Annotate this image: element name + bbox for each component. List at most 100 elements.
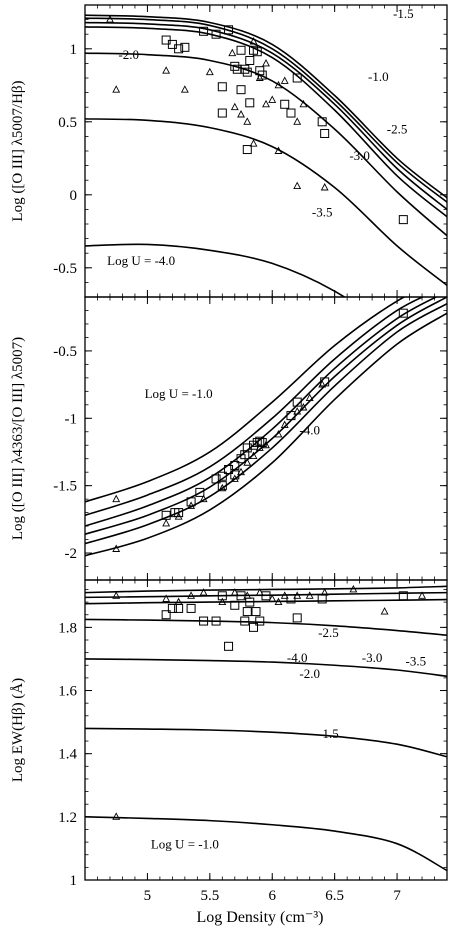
data-point-square (224, 641, 234, 651)
data-point-triangle (255, 443, 264, 451)
data-point-triangle (274, 146, 283, 154)
series-line (85, 243, 346, 297)
data-point-triangle (243, 591, 252, 599)
data-point-triangle (305, 393, 314, 402)
series-line (85, 26, 447, 218)
data-point-square (211, 474, 221, 484)
y-tick-label: 1 (70, 873, 78, 889)
data-point-triangle (112, 85, 121, 93)
data-point-square (174, 44, 184, 54)
data-point-triangle (268, 95, 277, 103)
series-line (85, 816, 447, 872)
data-point-square (280, 99, 290, 109)
series-line (85, 297, 425, 517)
data-point-square (292, 397, 302, 407)
data-point-square (242, 67, 252, 77)
data-point-triangle (280, 420, 289, 428)
data-point-square (217, 82, 227, 92)
data-point-triangle (249, 451, 258, 459)
data-point-square (230, 460, 240, 470)
data-point-triangle (274, 80, 283, 89)
data-point-square (240, 64, 250, 74)
y-axis-label: Log ([O III] λ5007/Hβ) (10, 80, 26, 221)
data-point-triangle (199, 588, 208, 596)
series-line (85, 297, 447, 535)
x-tick-label: 7 (393, 888, 401, 904)
data-point-triangle (228, 48, 237, 57)
y-axis-label: Log ([O III] λ4363/[O III] λ5007) (10, 337, 26, 540)
data-point-square (245, 98, 255, 108)
data-point-triangle (268, 594, 277, 602)
data-point-square (217, 591, 227, 601)
series-line (85, 658, 447, 678)
data-point-square (167, 603, 177, 613)
y-tick-label: 1 (70, 42, 78, 58)
y-tick-label: -0.5 (53, 344, 77, 360)
curve-annotation: -3.5 (405, 653, 426, 668)
panel-bottom: 5 5.5 6 6.5 7 1 1.2 1.4 1.6 1.8 Log EW(Hβ) (Å) -2.5… (10, 579, 448, 904)
data-point-square (174, 603, 184, 613)
series-line (85, 303, 447, 545)
y-tick-label: -0.5 (53, 261, 77, 277)
data-point-square (251, 607, 261, 617)
data-point-triangle (230, 102, 239, 111)
data-point-square (252, 438, 262, 448)
curve-annotation: Log U = -1.0 (151, 836, 219, 851)
data-point-triangle (320, 183, 329, 191)
data-point-square (199, 26, 209, 36)
data-point-triangle (280, 591, 289, 599)
data-point-triangle (274, 597, 283, 606)
data-point-square (292, 73, 302, 83)
data-point-triangle (230, 588, 239, 596)
data-point-triangle (293, 181, 302, 189)
data-point-square (199, 616, 209, 626)
data-point-square (186, 603, 196, 613)
data-point-triangle (380, 607, 389, 615)
series-line (85, 52, 447, 237)
data-point-triangle (299, 403, 308, 411)
data-point-square (255, 616, 265, 626)
data-point-square (245, 55, 255, 65)
y-tick-label: 1.8 (58, 620, 77, 636)
data-point-triangle (187, 501, 196, 509)
series-line (85, 14, 447, 199)
data-point-square (242, 443, 252, 453)
data-point-triangle (293, 407, 302, 415)
x-tick-label: 6 (268, 888, 276, 904)
data-point-square (217, 108, 227, 118)
data-point-square (236, 45, 246, 55)
data-point-square (217, 481, 227, 491)
y-tick-label: -1.5 (53, 479, 77, 495)
data-point-triangle (112, 494, 121, 503)
data-point-square (230, 61, 240, 71)
series-line (85, 312, 447, 557)
series-group (85, 297, 447, 557)
series-line (85, 591, 447, 599)
y-tick-label: -2 (65, 546, 78, 562)
data-point-triangle (112, 544, 121, 552)
curve-annotation: -4.0 (287, 650, 308, 665)
curve-annotation: -2.0 (299, 666, 320, 681)
data-point-triangle (205, 67, 214, 76)
data-point-triangle (237, 110, 245, 118)
data-point-square (286, 108, 296, 118)
data-point-triangle (274, 430, 283, 438)
curve-annotation: -1.5 (318, 726, 339, 741)
data-point-square (286, 411, 296, 421)
data-point-square (217, 471, 227, 481)
y-tick-label: 0.5 (58, 115, 77, 131)
data-point-triangle (112, 591, 121, 599)
data-point-triangle (305, 591, 314, 599)
data-point-square (317, 117, 327, 127)
data-point-square (161, 610, 171, 620)
y-tick-label: 1.6 (58, 684, 77, 700)
x-tick-label: 5.5 (200, 888, 219, 904)
series-group (85, 585, 447, 872)
data-point-square (174, 508, 184, 518)
curve-annotation: Log U = -1.0 (145, 386, 213, 401)
data-point-square (240, 616, 250, 626)
y-tick-label: 1.2 (58, 810, 77, 826)
data-point-triangle (255, 73, 264, 81)
data-point-triangle (106, 15, 114, 23)
